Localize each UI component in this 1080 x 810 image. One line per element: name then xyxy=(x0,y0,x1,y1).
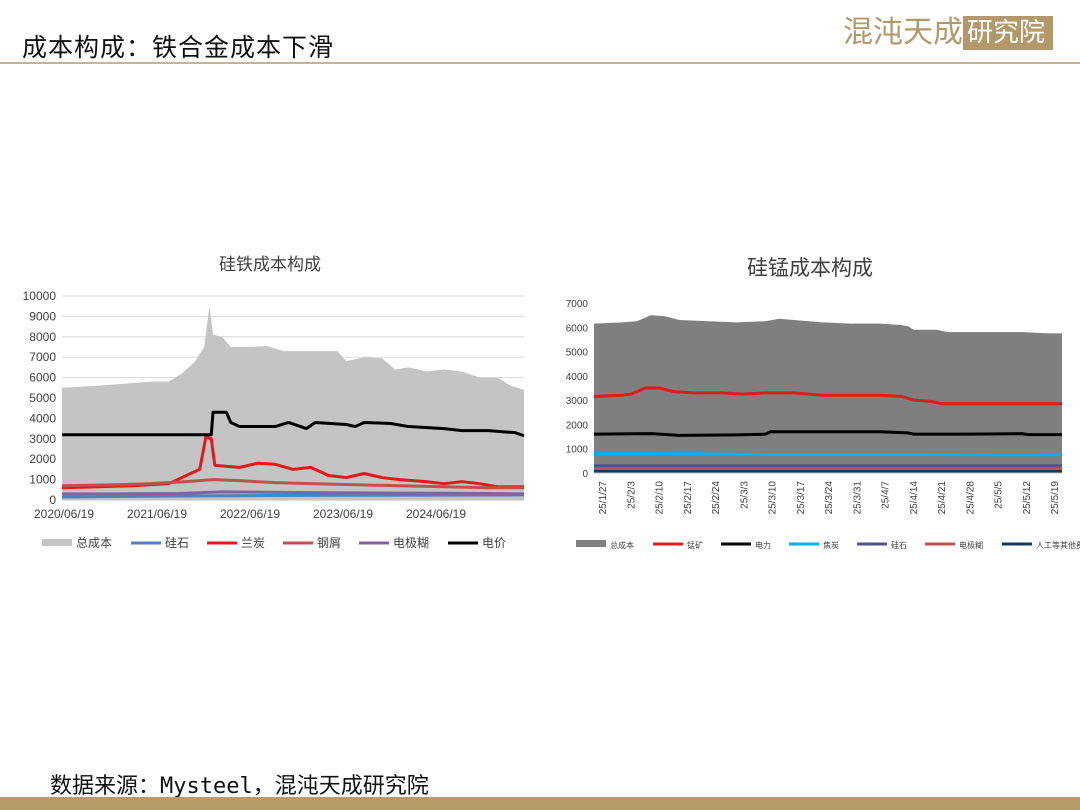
x-tick-label: 25/4/28 xyxy=(965,481,976,515)
page-title: 成本构成：铁合金成本下滑 xyxy=(22,33,335,62)
series-line-兰炭 xyxy=(61,435,524,490)
chart-title: 硅锰成本构成 xyxy=(747,256,873,280)
source-note: 数据来源：Mysteel，混沌天成研究院 xyxy=(50,774,429,799)
x-tick-label: 25/2/10 xyxy=(655,481,666,515)
series-line-电价 xyxy=(62,410,525,438)
legend-swatch-总成本 xyxy=(576,540,606,547)
series-line-电力 xyxy=(593,430,1062,437)
x-tick-label: 25/3/24 xyxy=(824,481,835,515)
header: 成本构成：铁合金成本下滑 混沌天成 研究院 xyxy=(0,0,1080,64)
y-tick-label: 1000 xyxy=(29,473,56,487)
legend-label-电极糊: 电极糊 xyxy=(393,535,429,550)
legend-label-硅石: 硅石 xyxy=(165,536,189,550)
series-line-电极糊 xyxy=(62,490,525,496)
legend-label-锰矿: 锰矿 xyxy=(687,540,703,550)
x-tick-label: 25/5/5 xyxy=(994,481,1005,509)
x-tick-label: 25/4/7 xyxy=(881,481,892,509)
legend-label-焦炭: 焦炭 xyxy=(823,540,839,550)
y-tick-label: 4000 xyxy=(566,372,589,383)
legend-label-硅石: 硅石 xyxy=(891,540,907,550)
x-tick-label: 25/3/3 xyxy=(739,481,750,509)
y-tick-label: 3000 xyxy=(29,432,56,446)
x-tick-label: 25/5/12 xyxy=(1022,481,1033,515)
legend-label-钢屑: 钢屑 xyxy=(317,536,341,550)
legend-label-总成本: 总成本 xyxy=(610,540,634,550)
x-tick-label: 25/2/17 xyxy=(683,481,694,515)
series-area-总成本 xyxy=(62,306,524,500)
y-tick-label: 3000 xyxy=(566,396,589,407)
y-tick-label: 0 xyxy=(582,469,588,480)
series-line-焦炭 xyxy=(594,452,1062,457)
x-tick-label: 25/1/27 xyxy=(598,481,609,515)
x-tick-label: 25/3/10 xyxy=(768,481,779,515)
x-tick-label: 2024/06/19 xyxy=(406,507,466,521)
legend-label-人工等其他费用: 人工等其他费用 xyxy=(1036,540,1080,550)
legend-label-电价: 电价 xyxy=(482,536,506,550)
y-tick-label: 2000 xyxy=(566,420,589,431)
brand-box: 研究院 xyxy=(963,16,1053,50)
x-tick-label: 2022/06/19 xyxy=(220,507,280,521)
legend-label-电极糊: 电极糊 xyxy=(959,540,983,550)
header-rule xyxy=(0,62,1080,64)
chart-silicomanganese-cost: 硅锰成本构成 7000 6000 5000 4000 3000 2000 1000 0 25/1/… xyxy=(566,256,1080,550)
legend-label-兰炭: 兰炭 xyxy=(241,536,265,550)
x-tick-label: 25/3/17 xyxy=(796,481,807,515)
y-tick-label: 6000 xyxy=(566,323,589,334)
x-tick-label: 2021/06/19 xyxy=(127,507,187,521)
brand-logo: 混沌天成 研究院 xyxy=(843,14,1055,54)
series-line-钢屑 xyxy=(61,478,524,490)
x-tick-label: 25/3/31 xyxy=(852,481,863,515)
series-line-硅石 xyxy=(61,493,525,499)
y-tick-label: 2000 xyxy=(29,452,56,466)
y-tick-label: 7000 xyxy=(29,350,56,364)
y-tick-label: 0 xyxy=(49,493,56,507)
y-tick-label: 1000 xyxy=(566,445,589,456)
brand-box-text: 研究院 xyxy=(967,18,1046,48)
y-tick-label: 9000 xyxy=(29,309,56,323)
x-tick-label: 25/2/24 xyxy=(711,481,722,515)
legend-label-电力: 电力 xyxy=(755,540,771,550)
legend-swatch-总成本 xyxy=(42,539,72,546)
chart-ferrosilicon-cost: 硅铁成本构成1000090008000700060005000400030002… xyxy=(23,255,525,550)
x-tick-label: 25/2/3 xyxy=(626,481,637,509)
x-tick-label: 25/4/14 xyxy=(909,481,920,515)
x-tick-label: 2020/06/19 xyxy=(34,507,94,521)
y-tick-label: 6000 xyxy=(29,371,56,385)
x-tick-label: 25/5/19 xyxy=(1050,481,1061,515)
chart-title: 硅铁成本构成 xyxy=(219,255,321,275)
legend-label-总成本: 总成本 xyxy=(76,536,112,550)
y-tick-label: 5000 xyxy=(29,391,56,405)
footer-bar xyxy=(0,797,1080,810)
x-tick-label: 2023/06/19 xyxy=(313,507,373,521)
brand-name: 混沌天成 xyxy=(843,15,963,50)
y-tick-label: 5000 xyxy=(566,348,589,359)
y-tick-label: 10000 xyxy=(23,289,57,303)
series-line-锰矿 xyxy=(593,386,1062,406)
x-tick-label: 25/4/21 xyxy=(937,481,948,515)
y-tick-label: 8000 xyxy=(29,330,56,344)
y-tick-label: 4000 xyxy=(29,411,56,425)
y-tick-label: 7000 xyxy=(566,299,589,310)
